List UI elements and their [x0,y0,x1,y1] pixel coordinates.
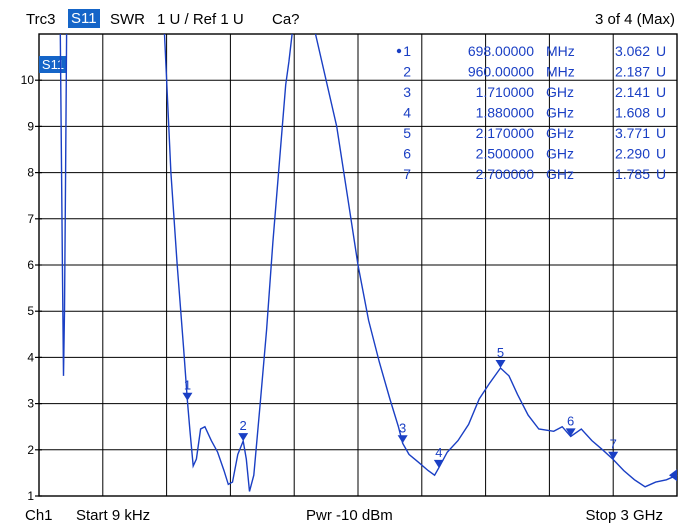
trace-end-indicator [669,469,677,482]
marker-table-unit: MHz [546,64,575,80]
marker-table-unit: GHz [546,105,574,121]
marker-table-value: 1.785 [615,166,650,182]
marker-2-triangle [238,433,249,442]
marker-table-active-dot [396,48,402,54]
marker-table-freq: 960.00000 [468,64,534,80]
start-frequency[interactable]: Start 9 kHz [76,507,151,524]
marker-1-label: 1 [184,378,191,393]
y-tick-label: 10 [21,73,35,87]
y-tick-label: 2 [27,443,34,457]
channel-label[interactable]: Ch1 [25,507,53,524]
marker-table-id: 7 [403,166,411,182]
y-tick-labels: 1 2 3 4 5 6 7 8 9 10 [21,73,42,500]
marker-table-id: 5 [403,125,411,141]
marker-table-freq: 2.170000 [476,125,535,141]
y-tick-label: 8 [27,166,34,180]
marker-5-triangle [495,359,506,368]
marker-table-vunit: U [656,166,666,182]
marker-table-id: 2 [403,64,411,80]
marker-table-freq: 1.880000 [476,105,535,121]
marker-count: 3 of 4 (Max) [594,11,675,28]
marker-table-value: 2.141 [615,84,650,100]
marker-2-label: 2 [240,418,247,433]
marker-5-label: 5 [497,345,504,360]
marker-table-freq: 2.700000 [476,166,535,182]
measurement-badge[interactable]: S11 [68,9,100,28]
marker-table-unit: MHz [546,43,575,59]
marker-1-triangle [182,392,193,401]
marker-table-id: 3 [403,84,411,100]
y-tick-label: 7 [27,212,34,226]
series-line-s11 [59,33,678,492]
marker-6-triangle [565,428,576,437]
marker-table-freq: 1.710000 [476,84,535,100]
marker-table-unit: GHz [546,166,574,182]
marker-table-value: 1.608 [615,105,650,121]
series-group [59,33,678,492]
power-level[interactable]: Pwr -10 dBm [306,507,393,524]
y-tick-label: 3 [27,397,34,411]
marker-table-unit: GHz [546,146,574,162]
marker-table-vunit: U [656,84,666,100]
y-tick-label: 5 [27,304,34,318]
marker-7-triangle [608,451,619,460]
marker-4-triangle [433,459,444,468]
marker-7-label: 7 [610,437,617,452]
marker-table-value: 3.062 [615,43,650,59]
marker-table-unit: GHz [546,125,574,141]
y-tick-label: 4 [27,350,34,364]
marker-table-freq: 2.500000 [476,146,535,162]
marker-table-vunit: U [656,64,666,80]
marker-table-vunit: U [656,146,666,162]
y-tick-label: 6 [27,258,34,272]
marker-table-value: 2.187 [615,64,650,80]
marker-table-freq: 698.00000 [468,43,534,59]
marker-table-id: 4 [403,105,411,121]
marker-table-id: 6 [403,146,411,162]
marker-table-id: 1 [403,43,411,59]
y-tick-label: 1 [27,489,34,500]
marker-table-vunit: U [656,43,666,59]
y-tick-label: 9 [27,119,34,133]
calibration-status: Ca? [272,11,300,28]
marker-3-label: 3 [399,420,406,435]
swr-chart: 1 2 3 4 5 6 7 8 9 10 S11 1 2 3 4 5 6 7 1 698.00000 MHz 3.0… [21,33,678,500]
marker-table-value: 3.771 [615,125,650,141]
marker-table-vunit: U [656,125,666,141]
marker-table-unit: GHz [546,84,574,100]
format-label[interactable]: SWR [110,11,145,28]
marker-4-label: 4 [435,445,442,460]
marker-3-triangle [397,435,408,444]
trace-name[interactable]: Trc3 [26,11,56,28]
markers-group: 1 2 3 4 5 6 7 [182,345,677,482]
marker-table: 1 698.00000 MHz 3.062 U 2 960.00000 MHz 2.187 U 3 1… [396,43,666,182]
marker-table-vunit: U [656,105,666,121]
trace-header: Trc3 S11 SWR 1 U / Ref 1 U Ca? 3 of 4 (M… [0,0,700,34]
channel-footer: Ch1 Start 9 kHz Pwr -10 dBm Stop 3 GHz [0,500,700,530]
marker-6-label: 6 [567,413,574,428]
marker-table-value: 2.290 [615,146,650,162]
trace-badge: S11 [42,57,64,72]
stop-frequency[interactable]: Stop 3 GHz [585,507,663,524]
scale-label[interactable]: 1 U / Ref 1 U [157,11,244,28]
